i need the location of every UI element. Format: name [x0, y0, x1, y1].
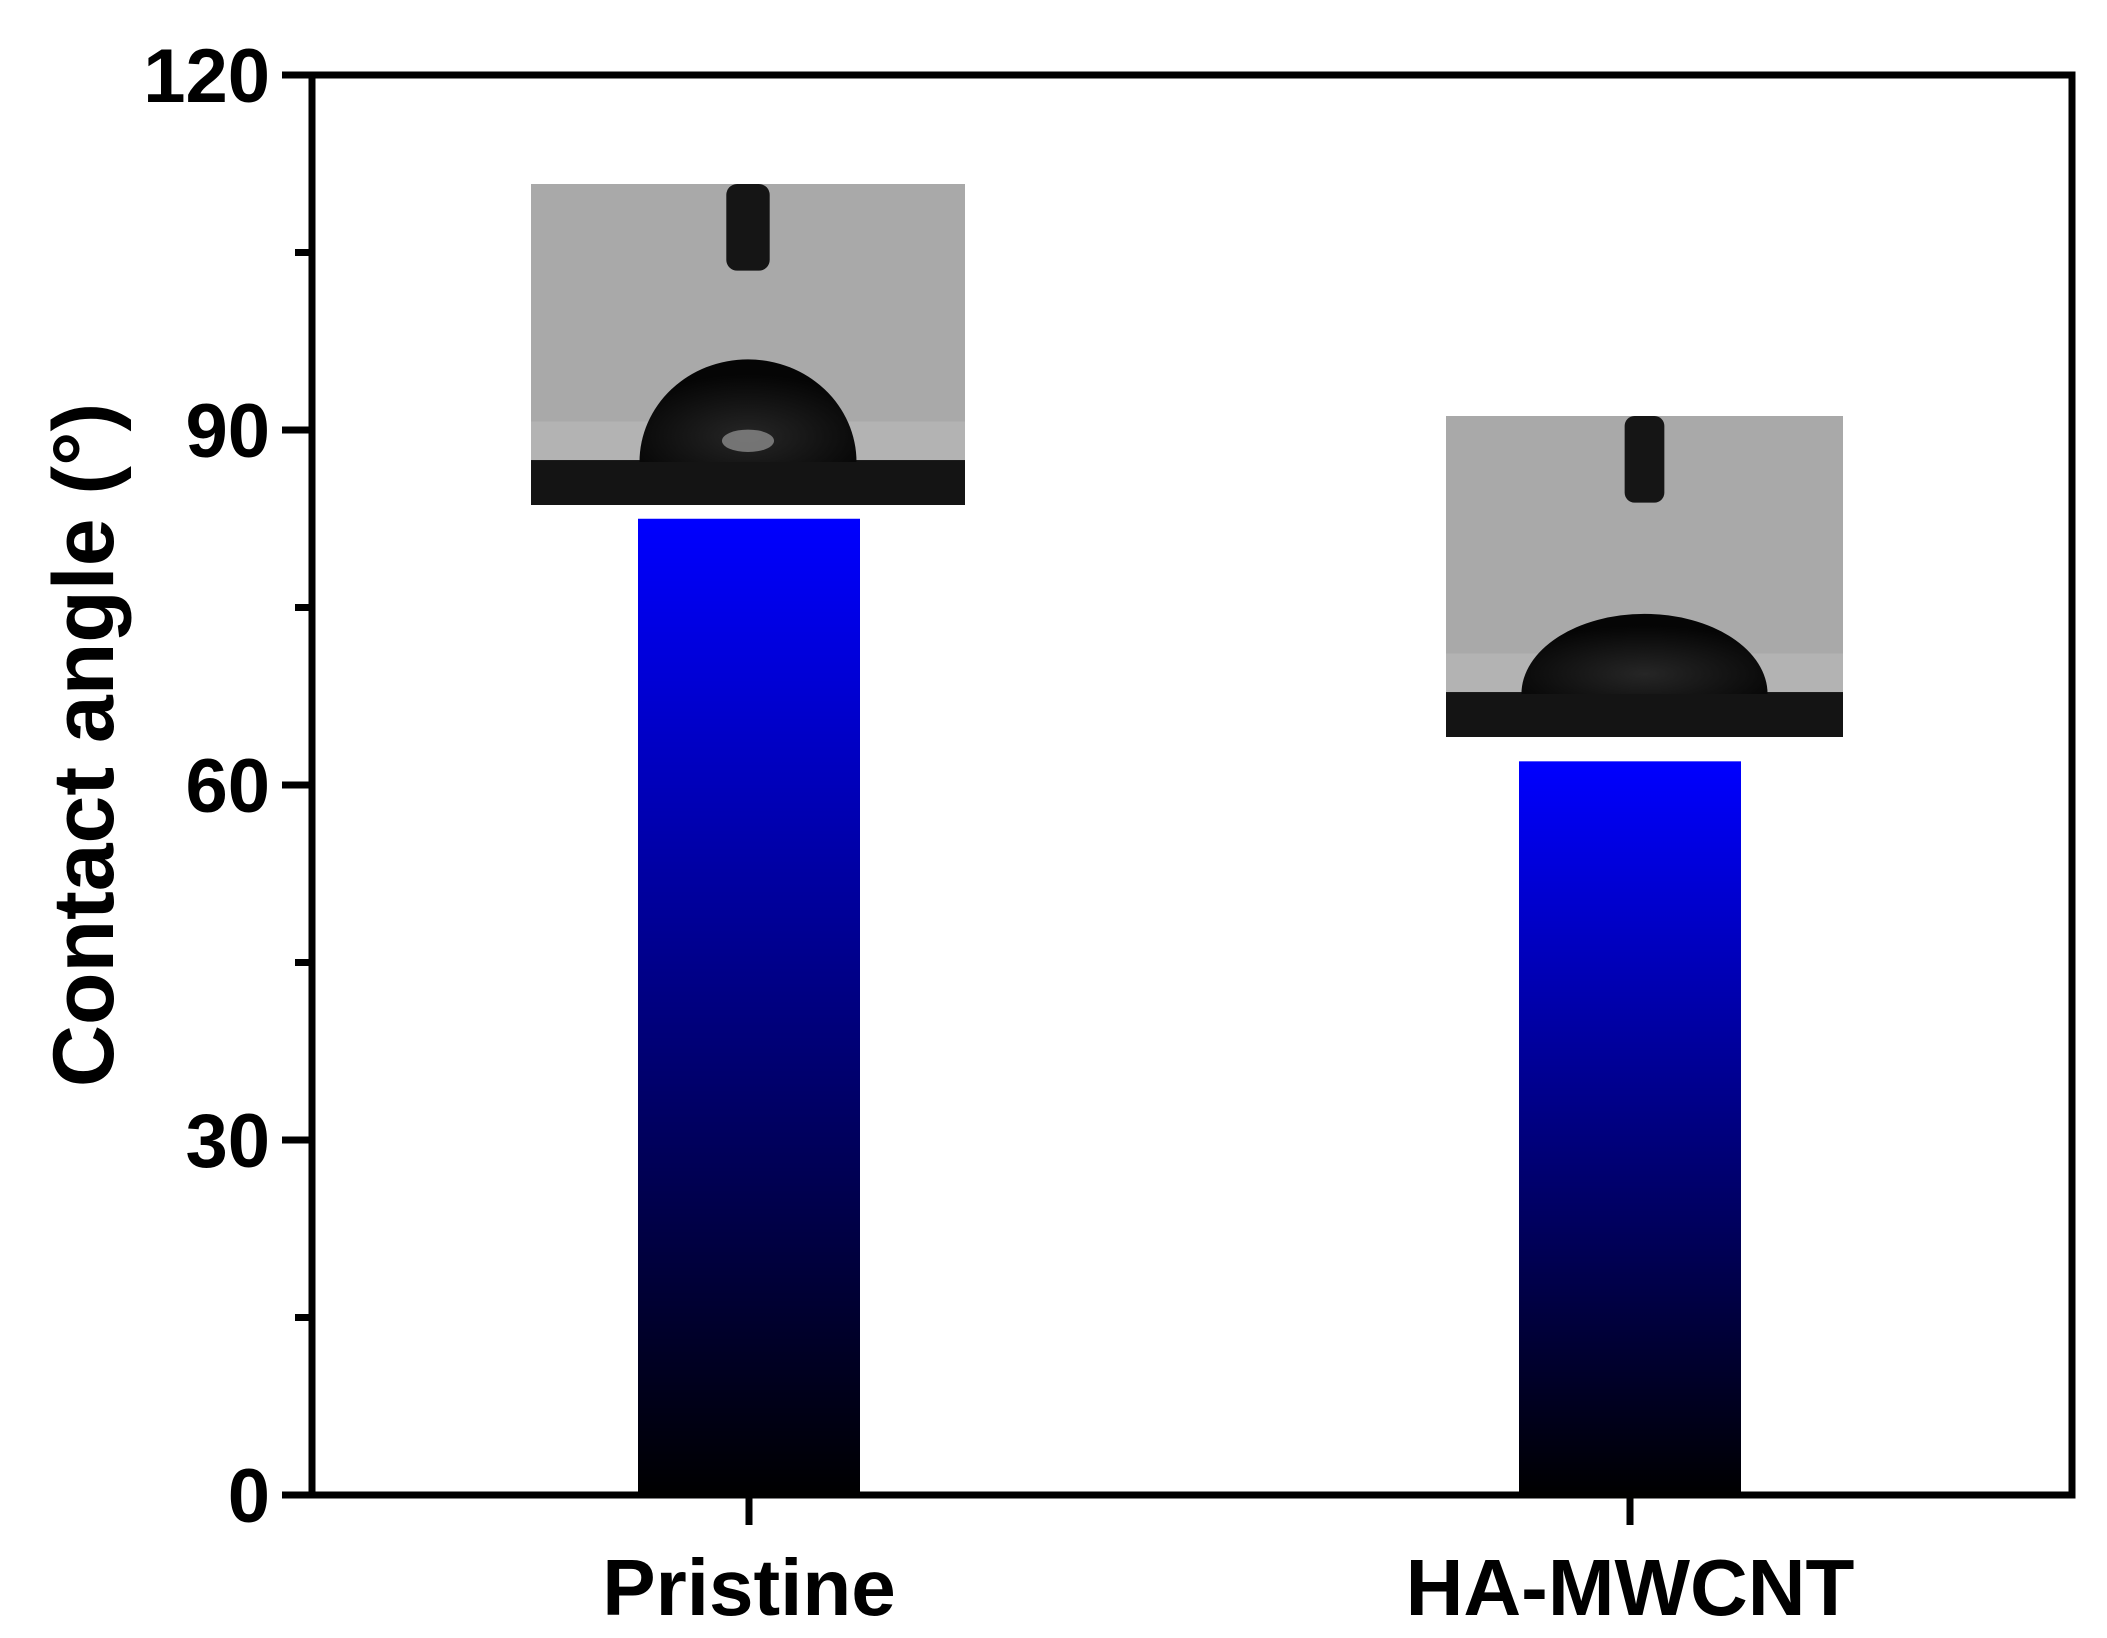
- insets-layer: [531, 184, 1843, 737]
- bars-layer: [638, 518, 1741, 1495]
- y-axis-title: Contact angle (°): [36, 403, 132, 1087]
- y-tick-label: 0: [228, 1454, 270, 1539]
- y-tick-label: 30: [185, 1099, 270, 1184]
- bar-pristine: [638, 518, 860, 1495]
- droplet-photo-pristine: [531, 184, 965, 505]
- y-tick-label: 60: [185, 744, 270, 829]
- bar-ha-mwcnt: [1519, 761, 1741, 1495]
- ticks-layer: 0 30 60 90 120 Pristine HA-MWCNT: [143, 34, 1854, 1632]
- y-tick-label: 90: [185, 389, 270, 474]
- droplet-photo-ha-mwcnt: [1446, 416, 1843, 737]
- y-tick-label: 120: [143, 34, 270, 119]
- x-category-label: Pristine: [602, 1543, 895, 1632]
- x-category-label: HA-MWCNT: [1406, 1543, 1855, 1632]
